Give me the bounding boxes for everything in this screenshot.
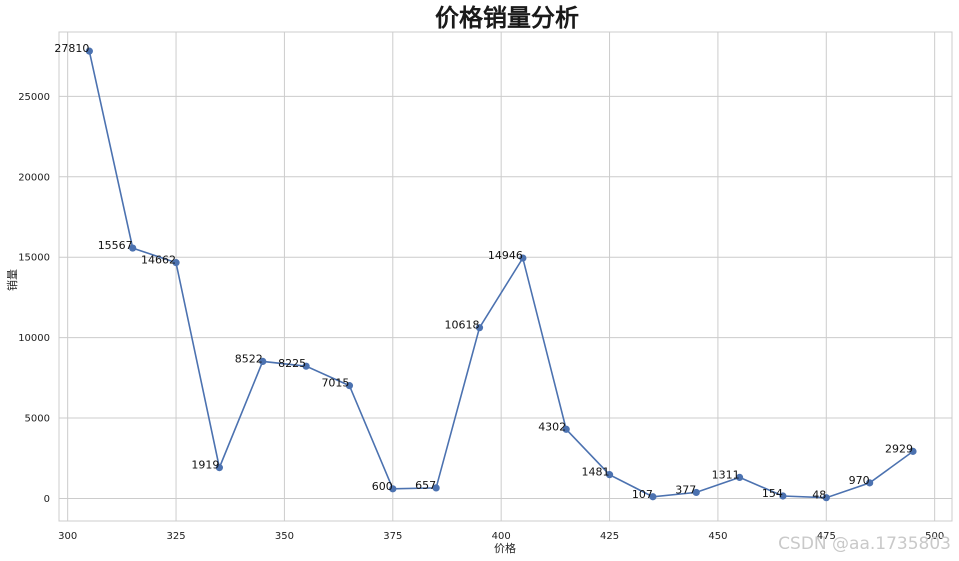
data-point (649, 493, 657, 501)
data-point (692, 488, 700, 497)
y-tick-label: 10000 (18, 333, 50, 344)
y-axis-label: 销量 (5, 269, 19, 291)
x-tick-label: 400 (492, 531, 511, 542)
plot-frame (58, 31, 953, 522)
data-point (605, 471, 614, 479)
data-label: 107 (632, 488, 653, 501)
data-point (909, 447, 917, 455)
data-point (562, 425, 570, 433)
data-label: 4302 (538, 420, 566, 433)
data-label: 48 (812, 489, 826, 502)
x-tick-label: 375 (383, 531, 402, 542)
data-point (85, 47, 93, 55)
data-label: 14662 (141, 254, 176, 267)
data-label: 600 (372, 480, 393, 493)
data-label: 657 (415, 479, 436, 492)
data-label: 1919 (191, 459, 219, 472)
data-label: 1311 (712, 468, 740, 481)
x-tick-label: 300 (58, 531, 77, 542)
x-tick-label: 350 (275, 531, 294, 542)
data-point (432, 484, 440, 492)
x-tick-label: 500 (925, 531, 944, 542)
data-label: 377 (675, 483, 696, 496)
data-point (389, 485, 397, 493)
x-axis-ticks: 300 325 350 375 400 425 450 475 500 (58, 531, 944, 542)
y-axis-ticks: 0 5000 10000 15000 20000 25000 (18, 92, 50, 505)
data-point (172, 259, 180, 267)
data-point (129, 244, 137, 252)
data-label: 1481 (582, 466, 610, 479)
data-point (259, 357, 267, 365)
data-label: 14946 (488, 249, 523, 262)
y-tick-label: 25000 (18, 92, 50, 103)
y-tick-label: 0 (44, 494, 50, 505)
watermark: CSDN @aa.1735803 (778, 534, 951, 554)
x-tick-label: 325 (166, 531, 185, 542)
data-point (302, 362, 310, 370)
data-point (735, 473, 744, 481)
data-point (822, 494, 830, 502)
data-point (475, 324, 484, 332)
data-label: 154 (762, 487, 783, 500)
data-label: 15567 (98, 239, 133, 252)
y-tick-label: 15000 (18, 253, 50, 264)
data-point (345, 382, 354, 390)
data-label: 970 (849, 474, 870, 487)
data-labels: 27810 15567 14662 1919 8522 8225 7015 600 657 106… (54, 42, 913, 502)
x-axis-label: 价格 (494, 541, 516, 555)
data-point (215, 464, 223, 472)
data-point (866, 479, 874, 487)
x-tick-label: 475 (817, 531, 836, 542)
x-tick-label: 425 (600, 531, 619, 542)
series-polyline (88, 50, 914, 499)
data-label: 27810 (54, 42, 89, 55)
chart-title: 价格销量分析 (435, 4, 579, 32)
data-label: 10618 (444, 319, 479, 332)
y-tick-label: 20000 (18, 172, 50, 183)
y-tick-label: 5000 (25, 414, 50, 425)
x-tick-label: 450 (708, 531, 727, 542)
data-point (779, 492, 787, 500)
data-label: 7015 (321, 377, 349, 390)
grid (59, 32, 952, 521)
series-line (85, 47, 917, 502)
data-label: 8522 (235, 352, 263, 365)
data-label: 8225 (278, 357, 306, 370)
data-point (519, 254, 527, 262)
data-label: 2929 (885, 442, 913, 455)
